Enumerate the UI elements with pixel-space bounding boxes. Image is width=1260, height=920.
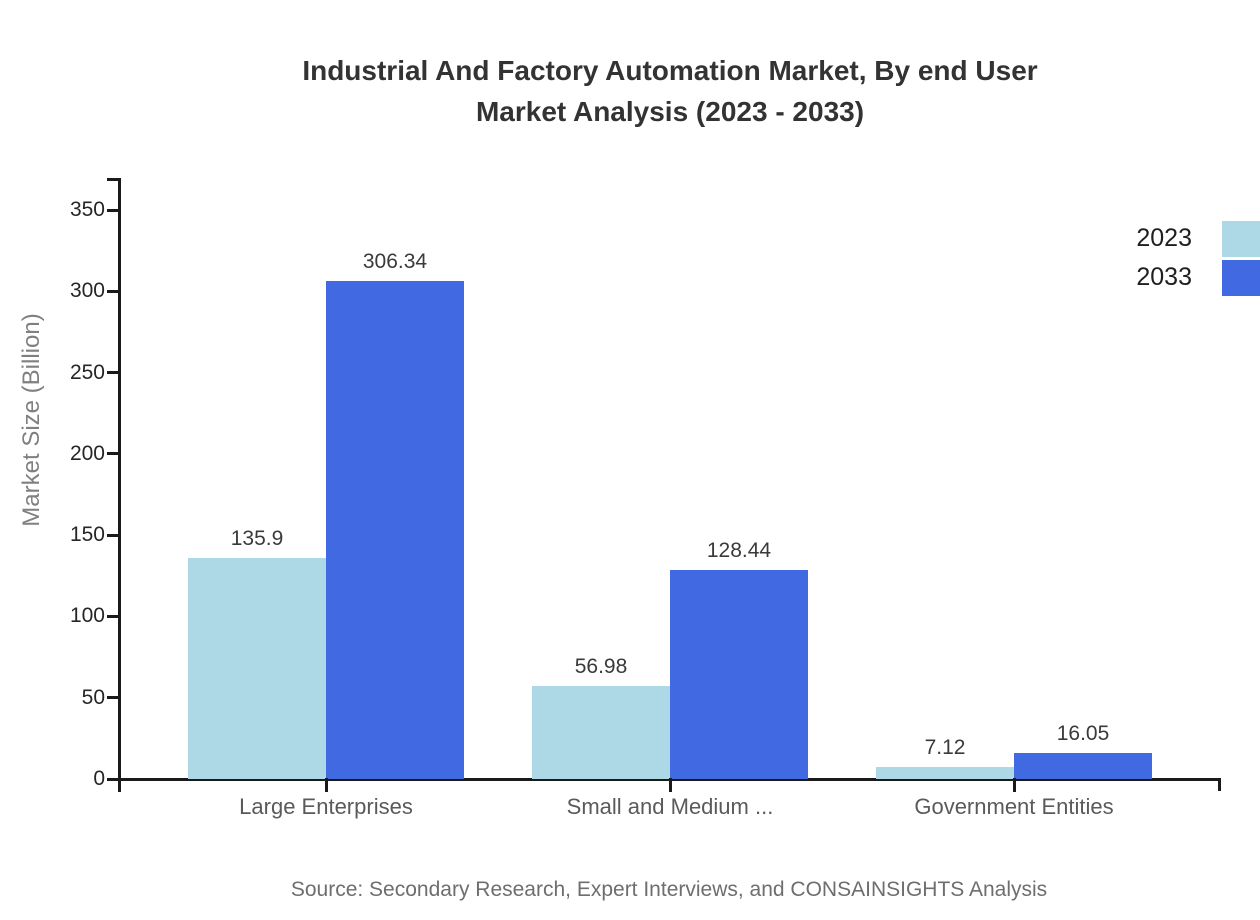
y-axis-tick: [107, 452, 118, 456]
bar-value-label: 306.34: [362, 249, 428, 273]
bar-2033: [670, 570, 808, 779]
bar-value-label: 135.9: [230, 527, 284, 551]
legend-label: 2023: [1136, 224, 1192, 252]
chart-title-line1: Industrial And Factory Automation Market…: [302, 55, 1038, 86]
x-axis-end-cap: [1218, 778, 1221, 791]
bar-2033: [326, 280, 464, 779]
y-tick-label: 0: [93, 767, 105, 790]
bar-2023: [532, 686, 670, 779]
y-tick-label: 50: [81, 685, 105, 709]
y-tick-label: 150: [69, 523, 105, 547]
category-label: Small and Medium ...: [566, 794, 774, 819]
y-axis-tick: [107, 696, 118, 700]
y-axis-line: [118, 178, 121, 792]
x-axis-line: [107, 778, 1221, 781]
legend-swatch-2033: [1222, 260, 1260, 296]
legend-label: 2033: [1136, 263, 1192, 291]
x-axis-tick: [1012, 778, 1016, 792]
chart-title-line2: Market Analysis (2023 - 2033): [475, 96, 865, 127]
y-tick-label: 250: [69, 360, 105, 384]
x-axis-tick: [668, 778, 672, 792]
bar-2023: [188, 558, 326, 779]
y-tick-label: 300: [69, 279, 105, 303]
legend-swatch-2023: [1222, 221, 1260, 257]
y-tick-label: 200: [69, 441, 105, 465]
y-axis-tick: [107, 777, 118, 781]
y-axis-tick: [107, 614, 118, 618]
y-axis-tick: [107, 533, 118, 537]
y-axis-title: Market Size (Billion): [18, 313, 45, 527]
chart-title: Industrial And Factory Automation Market…: [80, 50, 1260, 132]
y-axis-end-cap: [107, 178, 121, 181]
y-axis-tick: [107, 289, 118, 293]
y-tick-label: 350: [69, 198, 105, 221]
category-label: Government Entities: [914, 794, 1114, 819]
bar-2033: [1014, 752, 1152, 779]
bar-value-label: 7.12: [924, 736, 966, 760]
x-axis-tick: [324, 778, 328, 792]
bar-value-label: 16.05: [1056, 721, 1110, 745]
source-note: Source: Secondary Research, Expert Inter…: [290, 878, 1048, 901]
y-axis-tick: [107, 208, 118, 212]
bar-value-label: 56.98: [574, 655, 628, 679]
y-tick-label: 100: [69, 604, 105, 628]
category-label: Large Enterprises: [239, 794, 413, 819]
y-axis-tick: [107, 371, 118, 375]
bar-value-label: 128.44: [706, 539, 772, 563]
bar-2023: [876, 767, 1014, 779]
